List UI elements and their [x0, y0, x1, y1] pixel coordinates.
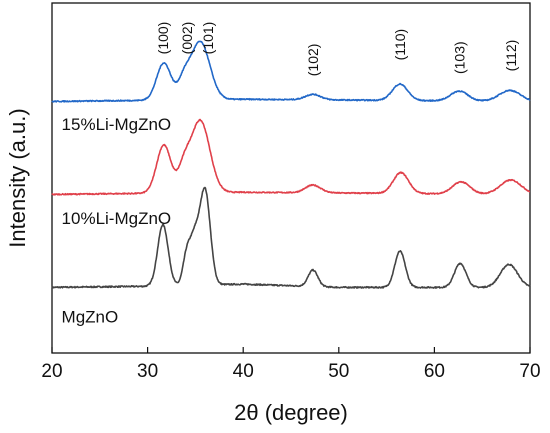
- peak-label-3: (102): [305, 44, 321, 77]
- series-labels: MgZnO 10%Li-MgZnO 15%Li-MgZnO: [62, 115, 172, 327]
- peak-label-1: (002): [179, 22, 195, 55]
- peak-annotations: (100) (002) (101) (102) (110) (103) (112): [155, 22, 519, 77]
- series-label-1: 10%Li-MgZnO: [62, 209, 172, 228]
- peak-label-2: (101): [200, 22, 216, 55]
- series-line-0: [51, 186, 531, 289]
- x-tick-label-3: 50: [328, 361, 349, 382]
- peak-label-5: (103): [451, 41, 467, 74]
- x-axis-title: 2θ (degree): [234, 400, 348, 425]
- x-tick-label-4: 60: [424, 361, 445, 382]
- x-tick-label-5: 70: [519, 361, 540, 382]
- series-label-2: 15%Li-MgZnO: [62, 115, 172, 134]
- series-label-0: MgZnO: [62, 307, 119, 326]
- x-tick-label-2: 40: [233, 361, 254, 382]
- x-axis-ticks: 20 30 40 50 60 70: [41, 347, 541, 382]
- x-tick-label-1: 30: [137, 361, 158, 382]
- x-tick-label-0: 20: [41, 361, 62, 382]
- series-line-1: [51, 118, 531, 196]
- plot-frame: [51, 2, 531, 354]
- series-lines: [51, 40, 531, 289]
- peak-label-0: (100): [155, 22, 171, 55]
- series-line-2: [51, 40, 531, 103]
- peak-label-4: (110): [392, 29, 408, 61]
- peak-label-6: (112): [503, 40, 519, 72]
- y-axis-title: Intensity (a.u.): [5, 108, 30, 247]
